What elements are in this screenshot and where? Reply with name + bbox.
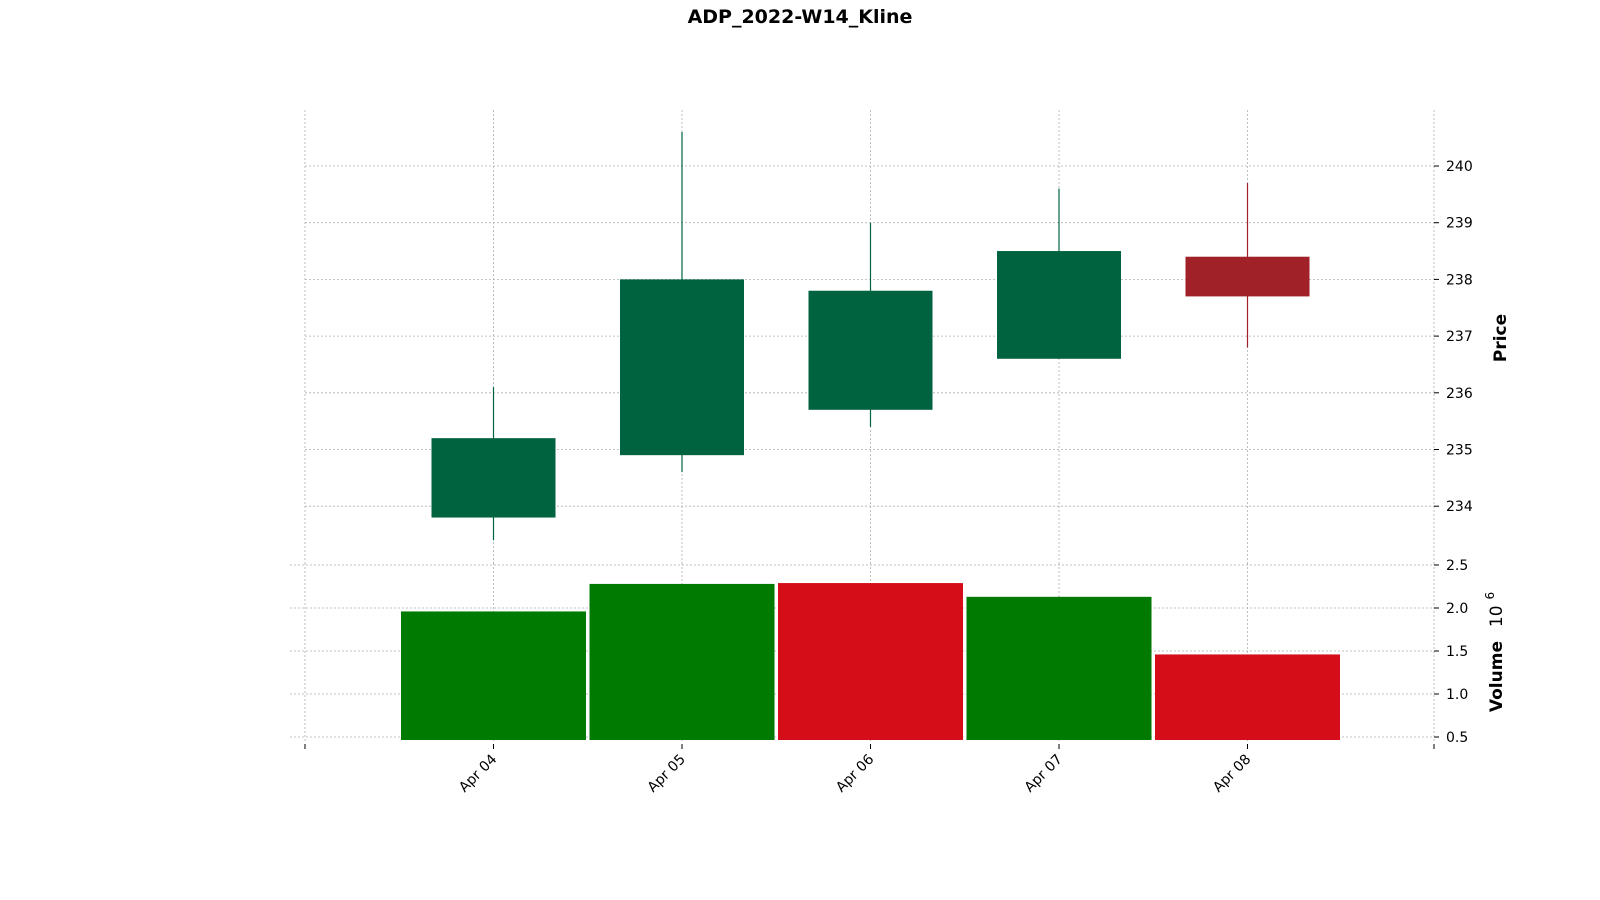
price-axis-label: Price: [1491, 314, 1511, 362]
x-tick-label: Apr 04: [456, 751, 500, 795]
price-tick-label: 236: [1446, 386, 1473, 402]
price-tick-label: 234: [1446, 499, 1473, 515]
volume-axis-label: Volume 10 6: [1483, 592, 1507, 712]
volume-bar: [589, 583, 775, 740]
candle-body: [808, 290, 933, 410]
price-tick-label: 237: [1446, 329, 1473, 345]
volume-tick-label: 2.0: [1446, 601, 1468, 617]
price-tick-label: 235: [1446, 443, 1473, 459]
candle-body: [431, 438, 556, 518]
chart-title: ADP_2022-W14_Kline: [688, 6, 913, 28]
price-tick-label: 240: [1446, 159, 1473, 175]
price-tick-label: 239: [1446, 216, 1473, 232]
x-tick-label: Apr 05: [645, 752, 689, 796]
volume-bar: [1155, 654, 1340, 740]
x-axis-ticks: Apr 04 Apr 05 Apr 06 Apr 07 Apr 08: [304, 744, 1435, 796]
volume-axis-exponent: 6: [1483, 592, 1497, 600]
x-tick-label: Apr 06: [833, 751, 877, 795]
price-axis-ticks: 234 235 236 237 238 239 240: [1434, 159, 1473, 515]
volume-tick-label: 2.5: [1446, 558, 1468, 574]
volume-tick-label: 1.0: [1446, 687, 1468, 703]
volume-bar: [401, 611, 586, 740]
volume-axis-ticks: 0.5 1.0 1.5 2.0 2.5: [1434, 558, 1468, 746]
candles: [431, 131, 1310, 541]
candle-body: [1185, 256, 1310, 297]
volume-tick-label: 0.5: [1446, 730, 1468, 746]
price-tick-label: 238: [1446, 272, 1473, 288]
volume-axis-multiplier: 10: [1487, 605, 1507, 627]
volume-bar: [966, 596, 1152, 740]
volume-bar: [778, 583, 963, 740]
volume-bars: [401, 583, 1340, 740]
candle-body: [997, 251, 1121, 359]
candle-body: [620, 279, 744, 456]
x-tick-label: Apr 07: [1022, 752, 1066, 796]
volume-tick-label: 1.5: [1446, 644, 1468, 660]
volume-axis-name: Volume: [1487, 641, 1507, 712]
x-tick-label: Apr 08: [1210, 752, 1254, 796]
